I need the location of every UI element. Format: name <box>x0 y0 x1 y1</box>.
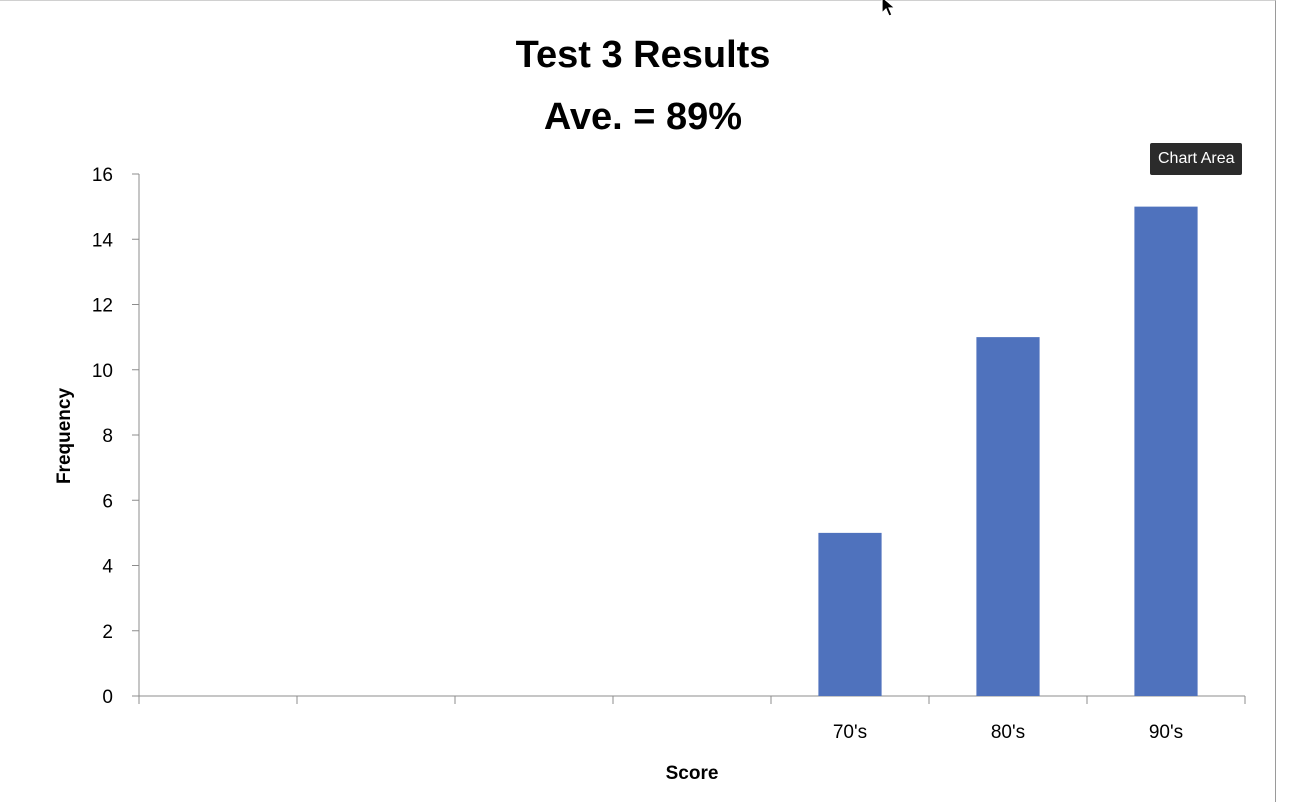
y-tick-label: 2 <box>102 622 113 643</box>
mouse-cursor-icon <box>881 0 897 17</box>
x-tick-label: 70's <box>833 722 867 743</box>
bar <box>818 532 882 696</box>
y-tick-label: 14 <box>92 230 114 251</box>
x-axis-title: Score <box>666 763 719 784</box>
chart-title: Test 3 Results <box>516 34 771 76</box>
y-tick-label: 8 <box>102 426 113 447</box>
labels-layer: 0 2 4 6 8 10 12 14 16 70's 80's 90's <box>92 165 1183 743</box>
y-axis-title: Frequency <box>54 388 75 485</box>
bars-layer <box>818 206 1198 696</box>
x-tick-label: 80's <box>991 722 1025 743</box>
y-tick-label: 16 <box>92 165 113 186</box>
y-tick-label: 10 <box>92 361 113 382</box>
bar <box>1134 206 1198 696</box>
chart-area-tooltip: Chart Area <box>1150 143 1243 175</box>
bar <box>976 337 1040 696</box>
chart-subtitle: Ave. = 89% <box>544 96 742 138</box>
y-tick-label: 6 <box>102 491 113 512</box>
axes-layer <box>132 173 1246 704</box>
y-tick-label: 12 <box>92 296 113 317</box>
y-tick-label: 0 <box>102 687 113 708</box>
x-tick-label: 90's <box>1149 722 1183 743</box>
y-tick-label: 4 <box>102 557 113 578</box>
